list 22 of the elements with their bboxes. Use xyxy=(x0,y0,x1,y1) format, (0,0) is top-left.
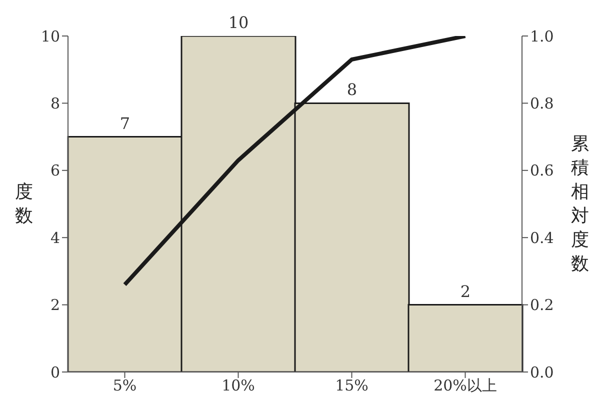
x-tick-label: 10% xyxy=(222,376,255,395)
y-tick-label: 0 xyxy=(50,363,60,382)
x-tick-label: 20%以上 xyxy=(434,376,497,395)
x-tick-label: 5% xyxy=(112,376,137,395)
y2-tick-label: 0.0 xyxy=(530,363,554,382)
data-label: 2 xyxy=(460,282,471,301)
y-tick-label: 10 xyxy=(40,27,60,46)
y-tick-label: 6 xyxy=(50,162,60,180)
y-tick-label: 4 xyxy=(50,228,60,247)
y2-tick-label: 0.6 xyxy=(530,162,554,180)
data-label: 10 xyxy=(228,13,249,32)
y2-tick-label: 1.0 xyxy=(530,27,554,46)
y2-axis-title: 累積相対度数 xyxy=(571,134,589,274)
y-tick-label: 8 xyxy=(50,94,60,113)
data-label: 8 xyxy=(346,80,358,100)
x-tick-label: 15% xyxy=(335,376,368,395)
y2-tick-label: 0.2 xyxy=(530,296,554,314)
y2-tick-label: 0.4 xyxy=(530,228,554,247)
y-tick-label: 2 xyxy=(50,296,60,314)
data-label: 7 xyxy=(120,114,130,133)
y-axis-title: 度数 xyxy=(15,182,33,226)
y2-tick-label: 0.8 xyxy=(530,94,554,113)
